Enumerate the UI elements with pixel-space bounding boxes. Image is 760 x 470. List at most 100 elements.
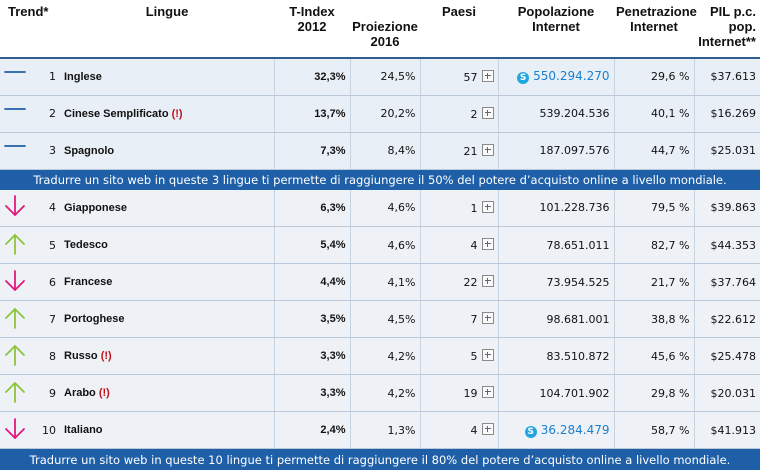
trend-up-icon xyxy=(4,233,26,255)
population-link[interactable]: 550.294.270 xyxy=(533,69,609,83)
expand-countries-icon[interactable] xyxy=(482,201,494,213)
language-name: Russo xyxy=(64,350,98,362)
population-cell: 101.228.736 xyxy=(498,190,614,227)
tindex-cell: 2,4% xyxy=(274,412,350,449)
skype-icon[interactable]: S xyxy=(525,426,537,438)
header-popolazione-line2: Internet xyxy=(532,19,580,34)
rank-cell: 8 xyxy=(36,338,60,375)
trend-down-icon xyxy=(4,270,26,292)
trend-cell xyxy=(0,301,36,338)
population-cell: 73.954.525 xyxy=(498,264,614,301)
expand-countries-icon[interactable] xyxy=(482,386,494,398)
expand-countries-icon[interactable] xyxy=(482,349,494,361)
population-cell: 187.097.576 xyxy=(498,132,614,169)
population-value: 187.097.576 xyxy=(540,144,610,157)
language-name: Francese xyxy=(64,276,112,288)
countries-cell: 5 xyxy=(420,338,498,375)
language-name: Spagnolo xyxy=(64,145,114,157)
countries-cell: 22 xyxy=(420,264,498,301)
header-tindex-line1: T-Index xyxy=(289,4,335,19)
banner2-row: Tradurre un sito web in queste 10 lingue… xyxy=(0,449,760,470)
language-cell: Spagnolo xyxy=(60,132,274,169)
warning-marker[interactable]: (!) xyxy=(99,387,110,399)
trend-up-icon xyxy=(4,307,26,329)
penetration-cell: 45,6 % xyxy=(614,338,694,375)
penetration-cell: 40,1 % xyxy=(614,95,694,132)
gdp-cell: $25.031 xyxy=(694,132,760,169)
population-link[interactable]: 36.284.479 xyxy=(541,423,610,437)
penetration-cell: 82,7 % xyxy=(614,227,694,264)
expand-countries-icon[interactable] xyxy=(482,107,494,119)
language-name: Italiano xyxy=(64,424,103,436)
projection-cell: 24,5% xyxy=(350,58,420,95)
expand-countries-icon[interactable] xyxy=(482,312,494,324)
rank-cell: 1 xyxy=(36,58,60,95)
header-penetrazione-line2: Internet xyxy=(630,19,678,34)
expand-countries-icon[interactable] xyxy=(482,423,494,435)
trend-cell xyxy=(0,58,36,95)
countries-cell: 2 xyxy=(420,95,498,132)
expand-countries-icon[interactable] xyxy=(482,238,494,250)
header-penetrazione-line1: Penetrazione xyxy=(616,4,697,19)
warning-marker[interactable]: (!) xyxy=(172,108,183,120)
warning-marker[interactable]: (!) xyxy=(101,350,112,362)
language-cell: Arabo (!) xyxy=(60,375,274,412)
table-row-2: 2 Cinese Semplificato (!) 13,7% 20,2% 2 … xyxy=(0,95,760,132)
language-name: Arabo xyxy=(64,387,96,399)
countries-count: 2 xyxy=(471,108,478,121)
countries-cell: 7 xyxy=(420,301,498,338)
penetration-cell: 21,7 % xyxy=(614,264,694,301)
language-cell: Tedesco xyxy=(60,227,274,264)
population-value: 73.954.525 xyxy=(547,276,610,289)
gdp-cell: $44.353 xyxy=(694,227,760,264)
population-value: 539.204.536 xyxy=(540,107,610,120)
trend-down-icon xyxy=(4,195,26,217)
projection-cell: 4,2% xyxy=(350,338,420,375)
language-name: Inglese xyxy=(64,71,102,83)
penetration-cell: 29,6 % xyxy=(614,58,694,95)
language-name: Cinese Semplificato xyxy=(64,108,169,120)
expand-countries-icon[interactable] xyxy=(482,275,494,287)
projection-cell: 4,1% xyxy=(350,264,420,301)
tindex-cell: 13,7% xyxy=(274,95,350,132)
header-pil-line2: pop. xyxy=(729,19,756,34)
penetration-cell: 58,7 % xyxy=(614,412,694,449)
penetration-cell: 29,8 % xyxy=(614,375,694,412)
header-pil: PIL p.c.pop.Internet** xyxy=(694,0,760,58)
trend-cell xyxy=(0,412,36,449)
population-cell: 104.701.902 xyxy=(498,375,614,412)
expand-countries-icon[interactable] xyxy=(482,144,494,156)
tindex-cell: 5,4% xyxy=(274,227,350,264)
countries-count: 4 xyxy=(471,424,478,437)
header-trend: Trend* xyxy=(0,0,60,58)
header-proiezione-line2: 2016 xyxy=(371,34,400,49)
language-name: Portoghese xyxy=(64,313,125,325)
language-cell: Italiano xyxy=(60,412,274,449)
countries-count: 21 xyxy=(464,145,478,158)
penetration-cell: 44,7 % xyxy=(614,132,694,169)
expand-countries-icon[interactable] xyxy=(482,70,494,82)
rank-cell: 2 xyxy=(36,95,60,132)
trend-flat-icon xyxy=(4,64,26,86)
countries-cell: 57 xyxy=(420,58,498,95)
countries-count: 22 xyxy=(464,276,478,289)
countries-count: 57 xyxy=(464,71,478,84)
population-value: 98.681.001 xyxy=(547,313,610,326)
table-row-8: 8 Russo (!) 3,3% 4,2% 5 83.510.872 45,6 … xyxy=(0,338,760,375)
table-row-5: 5 Tedesco 5,4% 4,6% 4 78.651.011 82,7 % … xyxy=(0,227,760,264)
projection-cell: 4,6% xyxy=(350,190,420,227)
tindex-cell: 4,4% xyxy=(274,264,350,301)
rank-cell: 6 xyxy=(36,264,60,301)
projection-cell: 1,3% xyxy=(350,412,420,449)
tindex-cell: 6,3% xyxy=(274,190,350,227)
header-tindex-line2: 2012 xyxy=(298,19,327,34)
skype-icon[interactable]: S xyxy=(517,72,529,84)
population-value: 101.228.736 xyxy=(540,201,610,214)
language-cell: Russo (!) xyxy=(60,338,274,375)
